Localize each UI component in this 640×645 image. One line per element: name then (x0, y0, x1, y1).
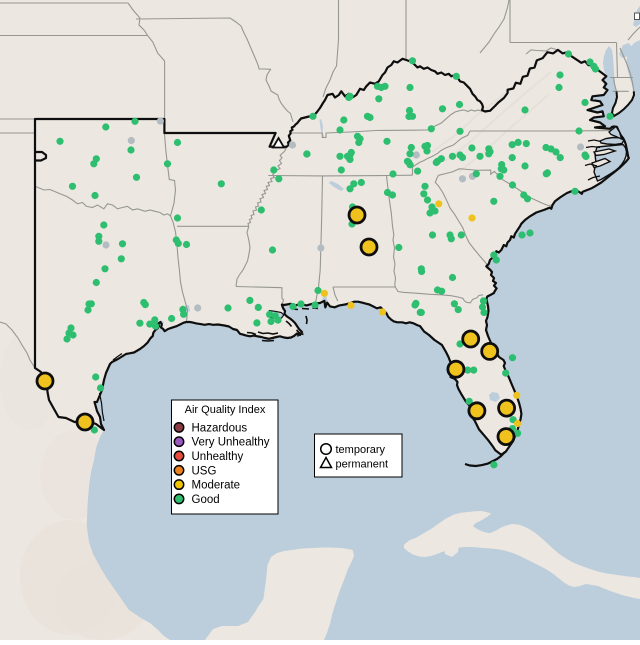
svg-text:Good: Good (192, 494, 220, 506)
svg-text:Very Unhealthy: Very Unhealthy (192, 437, 270, 449)
svg-text:USG: USG (192, 465, 217, 477)
svg-text:temporary: temporary (336, 444, 386, 456)
svg-text:permanent: permanent (336, 459, 389, 471)
svg-text:Air Quality Index: Air Quality Index (185, 404, 266, 416)
svg-text:Unhealthy: Unhealthy (192, 451, 244, 463)
svg-text:Hazardous: Hazardous (192, 422, 248, 434)
svg-text:Moderate: Moderate (192, 480, 241, 492)
